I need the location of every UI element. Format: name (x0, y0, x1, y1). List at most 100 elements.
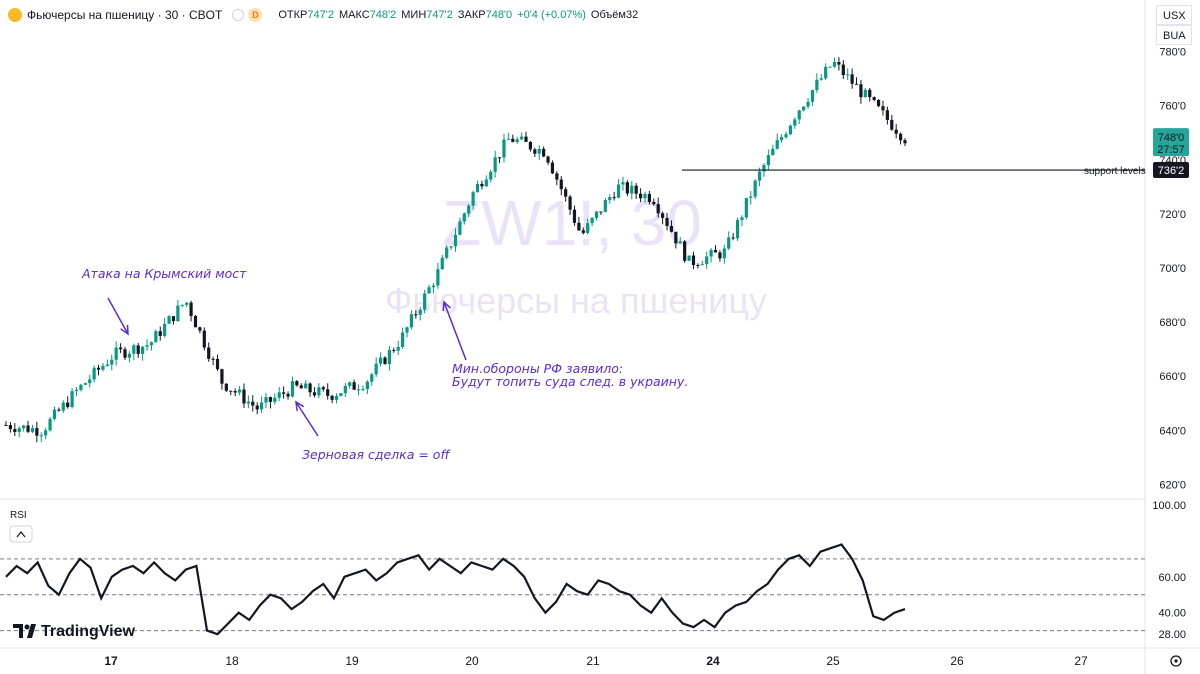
candle-body (220, 369, 224, 384)
candle-body (594, 211, 599, 218)
candle-body (638, 193, 643, 199)
time-axis-label: 18 (225, 654, 239, 668)
candle-body (79, 384, 83, 390)
candle-body (780, 137, 784, 141)
candle-body (810, 90, 815, 102)
candle-body (321, 387, 325, 390)
delayed-data-badge[interactable]: D (248, 8, 263, 22)
candle-body (4, 424, 8, 426)
ohlc-label: МАКС (338, 9, 370, 21)
candle-body (401, 332, 405, 347)
candle-body (630, 185, 634, 194)
candle-body (290, 381, 295, 397)
arrow-mod (442, 300, 467, 361)
candle-body (762, 165, 766, 172)
candle-body (132, 345, 136, 354)
candle-body (612, 197, 616, 199)
candle-body (537, 148, 541, 154)
candle-body (550, 162, 555, 174)
candle-body (268, 397, 273, 402)
price-axis-label: 700'0 (1159, 263, 1186, 275)
candle-body (409, 314, 414, 328)
candle-body (462, 213, 466, 222)
current-price-badge (1153, 128, 1189, 157)
rsi-axis-label: 60.00 (1158, 572, 1186, 584)
symbol-title[interactable]: Фьючерсы на пшеницу · 30 · CBOT (27, 8, 223, 22)
unit-selector[interactable]: BUA (1156, 25, 1192, 45)
annotation-crimea-bridge: Атака на Крымский мост (81, 266, 247, 281)
candle-body (577, 222, 581, 231)
rsi-collapse-button[interactable] (9, 525, 33, 543)
candle-body (52, 409, 57, 419)
candle-body (334, 395, 339, 400)
candle-body (590, 217, 594, 224)
candle-body (110, 359, 114, 365)
candle-body (837, 61, 841, 65)
candle-body (868, 89, 872, 98)
candle-body (586, 223, 590, 233)
candle-body (83, 383, 87, 385)
symbol-logo-icon[interactable] (8, 8, 22, 22)
candle-body (229, 390, 233, 392)
ohlc-value: +0'4 (+0.07%) (517, 9, 586, 21)
candle-body (282, 392, 286, 394)
candle-body (396, 346, 400, 351)
candle-body (88, 379, 92, 384)
candle-body (286, 393, 290, 397)
support-label: support levels (1084, 166, 1146, 177)
candle-body (273, 397, 277, 402)
time-axis-label: 21 (586, 654, 600, 668)
candle-body (652, 202, 656, 205)
ohlc-value: 747'2 (307, 9, 334, 21)
candle-body (696, 265, 700, 267)
candle-body (295, 381, 299, 386)
candle-body (771, 148, 775, 156)
candle-body (859, 84, 863, 98)
rsi-label: RSI (10, 510, 27, 521)
candle-body (136, 345, 140, 354)
candle-body (185, 302, 189, 305)
currency-selector[interactable]: USX (1156, 5, 1192, 25)
candle-body (48, 418, 52, 431)
candle-body (898, 133, 903, 141)
bar-countdown-text: 27:57 (1157, 144, 1185, 156)
candle-body (458, 221, 462, 235)
ohlc-label: ОТКР (278, 9, 308, 21)
candle-body (872, 97, 876, 100)
candle-body (709, 249, 713, 257)
candle-body (22, 425, 26, 429)
support-price-badge (1153, 162, 1189, 179)
candle-body (224, 383, 228, 391)
candle-body (502, 139, 506, 158)
candle-body (832, 61, 837, 67)
candle-body (304, 383, 308, 389)
watermark-name: Фьючерсы на пшеницу (385, 280, 767, 321)
candle-body (35, 428, 39, 436)
time-axis-settings-icon[interactable] (1170, 655, 1182, 667)
candle-body (348, 382, 352, 387)
candle-body (471, 192, 475, 206)
candle-body (815, 79, 819, 91)
price-axis-label: 780'0 (1159, 47, 1186, 59)
price-axis-label: 640'0 (1159, 425, 1186, 437)
candle-body (894, 129, 898, 134)
candle-body (445, 247, 449, 258)
candle-body (616, 184, 621, 198)
candle-body (299, 385, 303, 389)
candle-body (700, 264, 704, 266)
candle-body (669, 225, 674, 232)
candle-body (744, 197, 748, 218)
time-axis-label: 19 (345, 654, 359, 668)
candle-body (312, 392, 317, 396)
candle-body (564, 189, 568, 197)
candle-body (326, 389, 330, 396)
rsi-axis-label: 100.00 (1152, 500, 1186, 512)
candle-body (846, 74, 850, 76)
candle-body (568, 196, 572, 210)
candle-body (414, 314, 418, 316)
candle-body (356, 389, 361, 391)
candle-body (705, 256, 709, 265)
candle-body (180, 304, 184, 306)
arrow-crimea (107, 297, 129, 336)
